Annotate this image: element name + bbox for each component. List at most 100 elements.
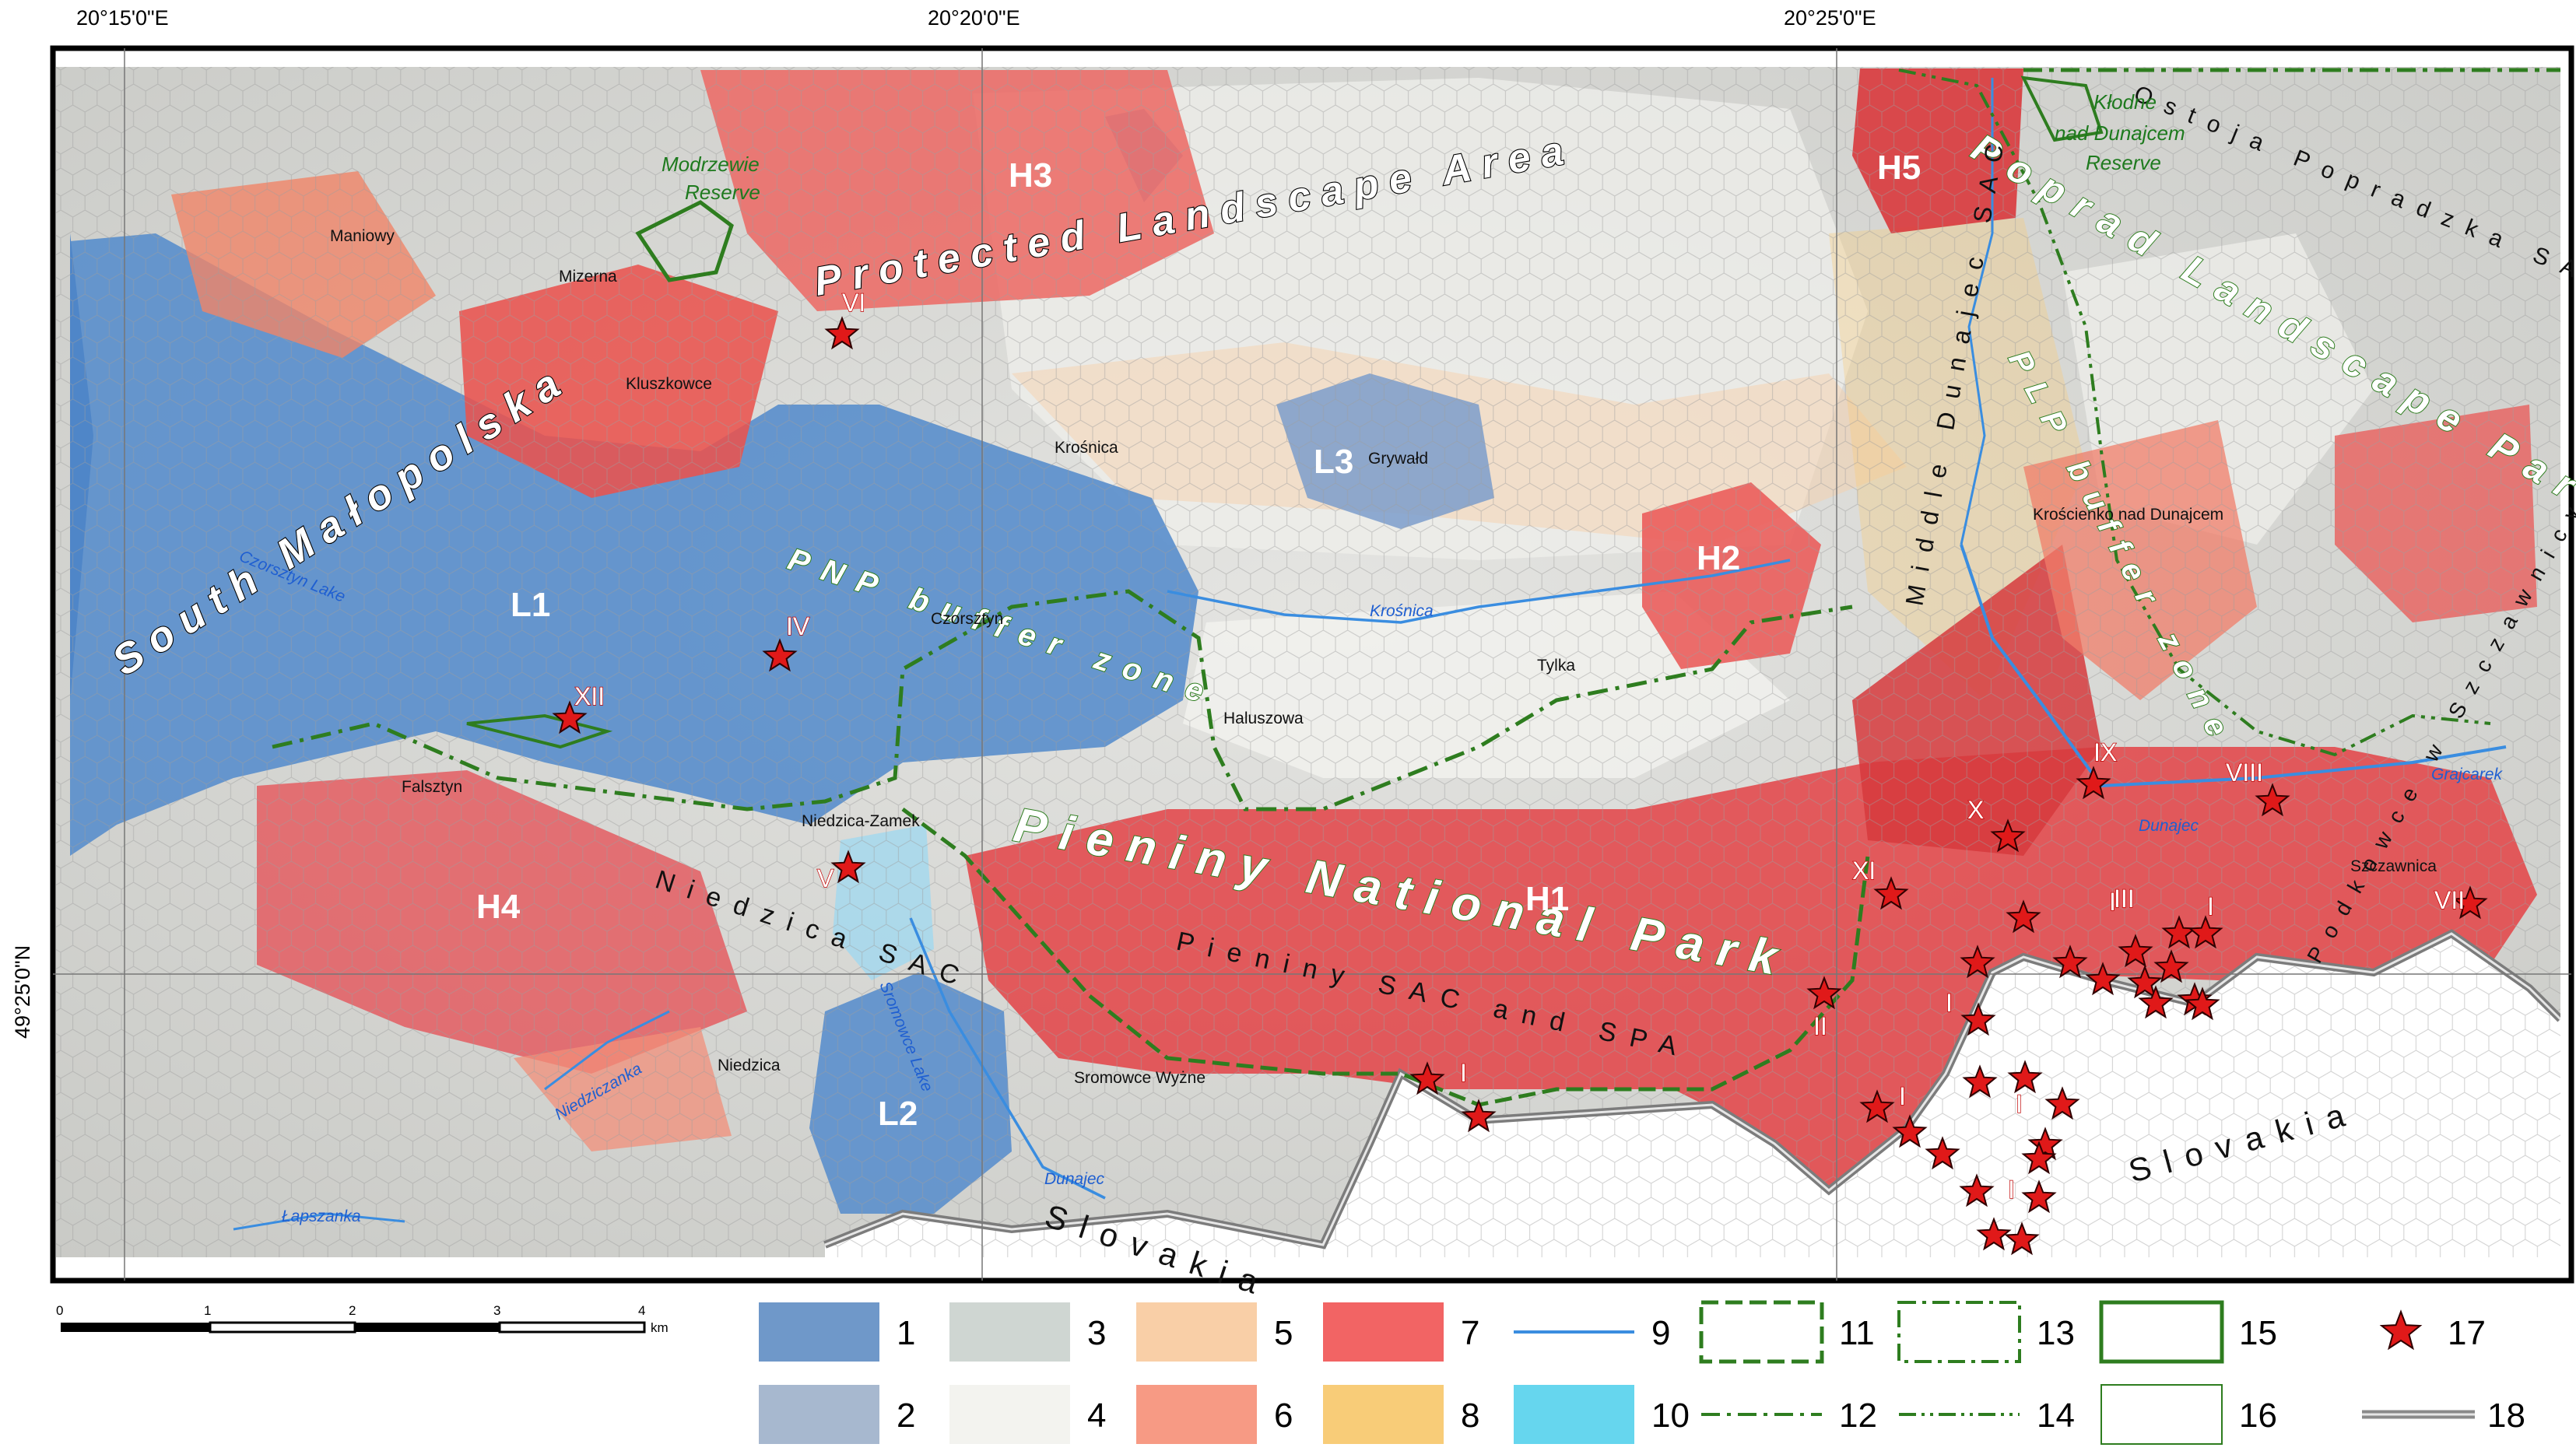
legend-item-15: 15	[2099, 1300, 2277, 1364]
site-star-icon	[2127, 965, 2163, 999]
site-label-i-1: I	[1460, 1059, 1467, 1087]
legend-number: 12	[1839, 1397, 1877, 1435]
legend-swatch	[949, 1385, 1070, 1444]
site-star-icon	[2185, 987, 2220, 1021]
site-star-icon	[1806, 976, 1842, 1010]
legend-item-1: 1	[759, 1302, 915, 1362]
site-star-icon	[2004, 1221, 2040, 1256]
legend-number: 8	[1461, 1397, 1479, 1435]
coord-top-3: 20°25'0"E	[1784, 6, 1876, 30]
site-label-i-5: I	[2016, 1090, 2023, 1118]
coord-top-2: 20°20'0"E	[928, 6, 1020, 30]
legend-swatch	[2100, 1384, 2223, 1445]
town-kroscienko: Krościenko nad Dunajcem	[2033, 506, 2223, 524]
legend-item-4: 4	[949, 1385, 1106, 1444]
label-lapszanka-river: Łapszanka	[282, 1207, 361, 1225]
legend-swatch	[949, 1302, 1070, 1362]
zone-label-h1: H1	[1525, 880, 1569, 918]
legend-item-6: 6	[1136, 1385, 1293, 1444]
legend-item-3: 3	[949, 1302, 1106, 1362]
town-czorsztyn: Czorsztyn	[931, 610, 1003, 628]
site-star-icon	[1962, 1064, 1998, 1099]
site-star-icon	[1892, 1114, 1928, 1148]
site-label-ii: II	[1813, 1012, 1827, 1040]
scale-tick-3: 3	[493, 1303, 500, 1318]
legend-swatch	[1897, 1301, 2021, 1363]
coord-top-1: 20°15'0"E	[76, 6, 169, 30]
zone-label-l2: L2	[878, 1095, 918, 1133]
site-label-iv: IV	[786, 612, 810, 640]
site-star-icon	[1990, 818, 2026, 853]
pnp-buffer-boundary	[272, 589, 1853, 811]
town-falsztyn: Falsztyn	[402, 778, 462, 796]
legend-number: 4	[1087, 1397, 1106, 1435]
site-star-icon	[1960, 945, 1995, 979]
site-star-icon	[1461, 1099, 1497, 1133]
hex-grid	[56, 67, 2560, 1257]
site-star-icon	[2118, 934, 2153, 968]
legend-item-2: 2	[759, 1385, 915, 1444]
coord-left: 49°25'0"N	[11, 945, 34, 1039]
site-star-icon	[2007, 1060, 2043, 1094]
site-star-icon	[552, 700, 588, 734]
krosnica-river	[1167, 559, 1791, 624]
legend-item-16: 16	[2100, 1384, 2277, 1445]
site-star-icon	[2085, 962, 2121, 996]
zone-label-h3: H3	[1009, 156, 1052, 195]
town-kluszkowce: Kluszkowce	[626, 375, 712, 393]
legend-number: 3	[1087, 1314, 1106, 1352]
site-star-icon	[2027, 1127, 2063, 1161]
town-niedzica-zamek: Niedzica-Zamek	[802, 812, 920, 830]
legend-item-5: 5	[1136, 1302, 1293, 1362]
site-star-icon	[2076, 766, 2111, 800]
legend-number: 11	[1839, 1314, 1875, 1352]
legend-swatch	[759, 1385, 879, 1444]
town-haluszowa: Haluszowa	[1223, 710, 1304, 727]
legend-number: 17	[2448, 1314, 2486, 1352]
site-label-i-4: I	[2008, 1176, 2015, 1204]
label-klodne-line1: Kłodne	[2093, 90, 2157, 114]
legend-number: 16	[2239, 1397, 2277, 1435]
site-label-xii: XII	[574, 682, 605, 710]
site-star-icon	[1859, 1089, 1895, 1123]
legend-number: 15	[2239, 1314, 2277, 1352]
label-klodne-line2: nad Dunajcem	[2055, 121, 2185, 145]
klodne-reserve-boundary	[2020, 75, 2104, 142]
site-star-icon	[1976, 1217, 2012, 1251]
label-krosnica-river: Krośnica	[1370, 602, 1434, 620]
legend-number: 2	[897, 1397, 915, 1435]
legend-number: 7	[1461, 1314, 1479, 1352]
scale-tick-0: 0	[56, 1303, 63, 1318]
legend-number: 6	[1274, 1397, 1293, 1435]
legend-item-18: 18	[2362, 1397, 2525, 1435]
legend-swatch	[1323, 1302, 1444, 1362]
site-star-icon	[2153, 949, 2189, 983]
site-star-icon	[1959, 1173, 1995, 1207]
label-dunajec-river-east: Dunajec	[2139, 817, 2199, 835]
legend-number: 9	[1651, 1314, 1670, 1352]
legend-item-8: 8	[1323, 1385, 1479, 1444]
scale-tick-4: 4	[638, 1303, 645, 1318]
site-star-icon	[1873, 876, 1909, 910]
legend-number: 5	[1274, 1314, 1293, 1352]
site-star-icon	[1925, 1136, 1960, 1170]
site-label-iii: III	[2114, 885, 2135, 913]
site-label-i-7: I	[2207, 892, 2214, 920]
scale-bar: 0 1 2 3 4 km	[56, 1303, 669, 1335]
town-krosnica: Krośnica	[1055, 439, 1118, 457]
pieniny-np-boundary	[901, 808, 1870, 1107]
town-maniowy: Maniowy	[330, 227, 395, 245]
niedzica-sac-boundary	[466, 713, 613, 749]
legend-number: 10	[1651, 1397, 1690, 1435]
legend-item-13: 13	[1897, 1301, 2075, 1363]
state-border-inner	[824, 932, 2560, 1246]
site-star-icon	[2052, 945, 2088, 979]
modrzewie-reserve-boundary	[635, 200, 734, 282]
site-label-i-3: I	[1899, 1082, 1906, 1110]
site-star-icon	[1409, 1061, 1445, 1095]
legend-item-9: 9	[1514, 1314, 1670, 1352]
site-star-icon	[2021, 1179, 2057, 1214]
zone-label-h5: H5	[1877, 149, 1921, 187]
site-label-viii: VIII	[2226, 759, 2263, 787]
